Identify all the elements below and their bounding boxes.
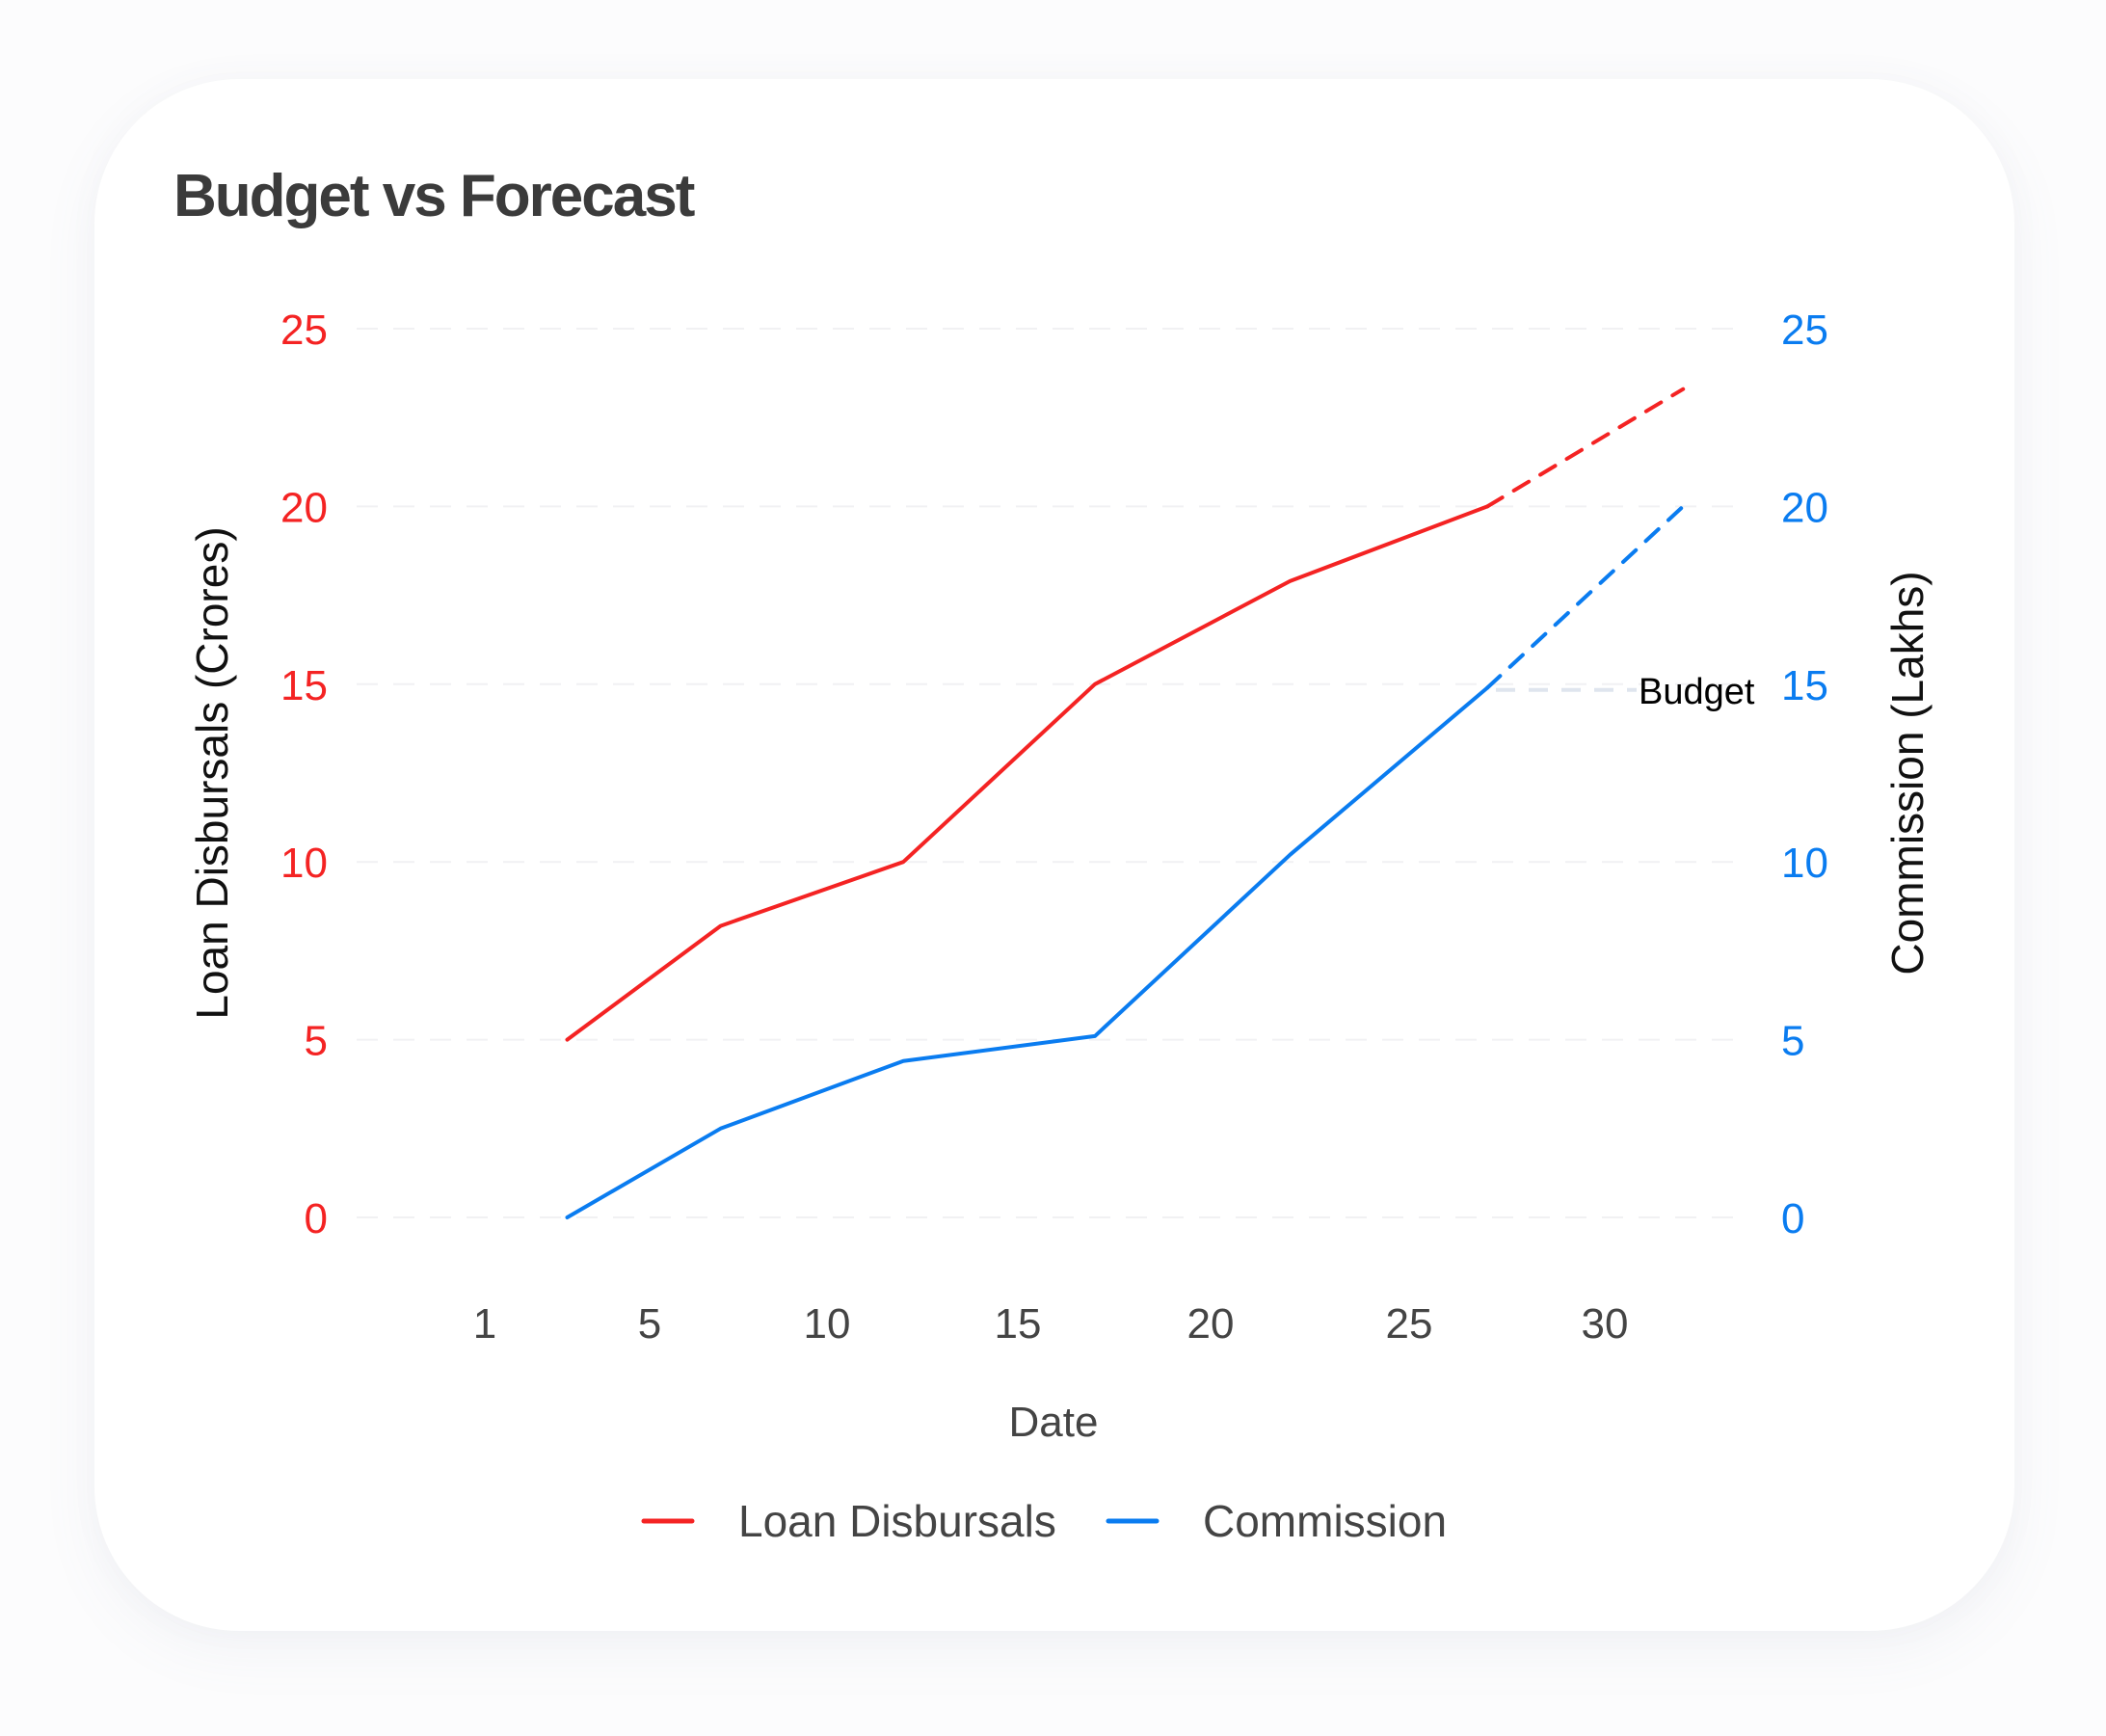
- budget-annotation: Budget: [1496, 672, 1755, 712]
- series-line-commission: [565, 685, 1490, 1219]
- legend: Loan Disbursals Commission: [641, 1496, 1447, 1546]
- y-axis-right-title: Commission (Lakhs): [1882, 571, 1933, 975]
- y-right-tick-label: 25: [1781, 307, 1828, 354]
- y-left-tick-label: 5: [305, 1018, 328, 1065]
- x-tick-label: 15: [995, 1300, 1042, 1348]
- series-line-loan-disbursals: [565, 504, 1490, 1042]
- legend-label: Loan Disbursals: [738, 1496, 1056, 1546]
- y-right-tick-label: 5: [1781, 1018, 1804, 1065]
- x-tick-label: 10: [804, 1300, 851, 1348]
- y-axis-right-ticks: 0 5 10 15 20 25: [1781, 307, 1828, 1242]
- chart-title: Budget vs Forecast: [173, 163, 695, 229]
- x-tick-label: 25: [1386, 1300, 1433, 1348]
- x-axis-title: Date: [1009, 1399, 1099, 1446]
- x-tick-label: 1: [473, 1300, 496, 1348]
- forecast-line-loan-disbursals: [1485, 387, 1686, 509]
- y-axis-left-title: Loan Disbursals (Crores): [187, 526, 237, 1019]
- y-axis-left-ticks: 0 5 10 15 20 25: [280, 307, 328, 1242]
- y-left-tick-label: 15: [280, 662, 328, 709]
- y-right-tick-label: 20: [1781, 484, 1828, 531]
- forecast-line-commission: [1485, 504, 1686, 690]
- x-tick-label: 20: [1187, 1300, 1235, 1348]
- y-left-tick-label: 0: [305, 1195, 328, 1242]
- budget-label: Budget: [1639, 672, 1755, 712]
- x-tick-label: 5: [638, 1300, 661, 1348]
- y-left-tick-label: 20: [280, 484, 328, 531]
- y-right-tick-label: 10: [1781, 840, 1828, 887]
- y-right-tick-label: 15: [1781, 662, 1828, 709]
- series-lines: [565, 387, 1686, 1219]
- y-right-tick-label: 0: [1781, 1195, 1804, 1242]
- x-axis-ticks: 1 5 10 15 20 25 30: [473, 1300, 1629, 1348]
- x-tick-label: 30: [1582, 1300, 1629, 1348]
- gridlines: [357, 328, 1735, 1218]
- y-left-tick-label: 10: [280, 840, 328, 887]
- chart-card: [94, 79, 2014, 1631]
- legend-label: Commission: [1203, 1496, 1447, 1546]
- y-left-tick-label: 25: [280, 307, 328, 354]
